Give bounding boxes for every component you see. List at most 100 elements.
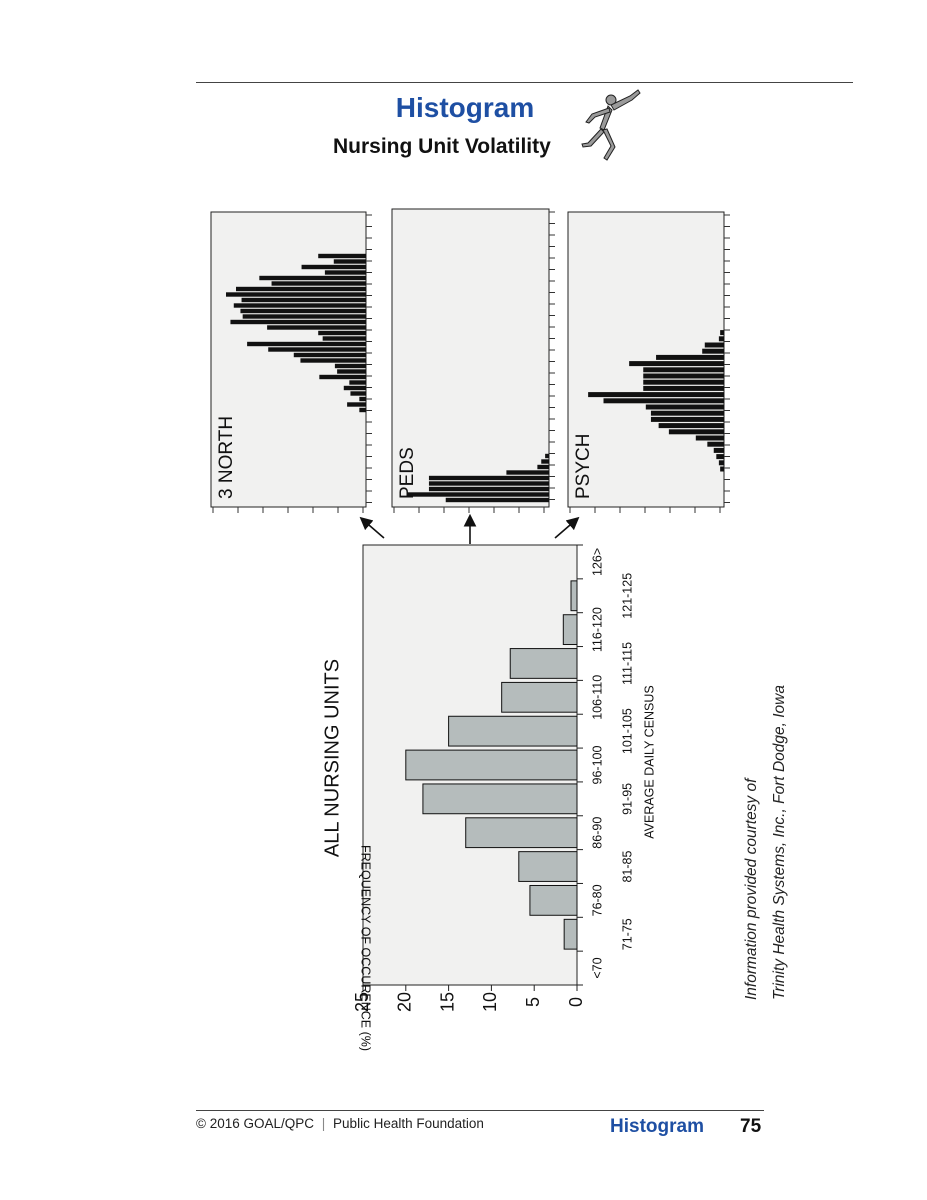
panel-bar <box>359 407 366 413</box>
panel-bar <box>343 385 366 391</box>
panel-bar <box>230 319 366 325</box>
panel-bar <box>322 336 366 341</box>
main-category-label: 76-80 <box>590 884 604 916</box>
panel-bar <box>588 392 724 398</box>
main-bar-86-90 <box>465 817 578 849</box>
panel-bar <box>537 464 549 470</box>
panel-bar <box>318 330 366 336</box>
panel-bar <box>716 454 724 460</box>
main-bar-76-80 <box>529 884 578 916</box>
main-y-tick-label: 25 <box>352 992 372 1012</box>
panel-bar <box>233 303 366 308</box>
main-category-label: 121-125 <box>620 573 634 619</box>
panel-bar <box>318 253 366 259</box>
panel-bar <box>506 470 549 475</box>
main-bar-111-115 <box>509 648 578 679</box>
panel-bar <box>359 396 366 402</box>
panel-bar <box>428 481 549 486</box>
panel-bar <box>702 348 724 354</box>
main-bar-91-95 <box>422 783 578 815</box>
panel-bar <box>668 429 724 435</box>
panel-bar <box>268 347 366 352</box>
page-number: 75 <box>740 1116 762 1137</box>
page-subtitle: Nursing Unit Volatility <box>333 135 551 158</box>
main-bar-81-85 <box>518 851 578 882</box>
main-category-label: 86-90 <box>590 817 604 849</box>
main-category-label: 101-105 <box>620 708 634 754</box>
page-title: Histogram <box>395 92 535 123</box>
panel-bar <box>643 385 724 391</box>
panel-bar <box>293 352 366 358</box>
panel-peds-plot-area <box>391 208 550 508</box>
panel-bar <box>629 361 724 367</box>
panel-arrow <box>554 516 580 539</box>
main-category-label: <70 <box>590 957 604 978</box>
main-y-tick-label: 5 <box>523 997 543 1007</box>
panel-bar <box>241 297 366 303</box>
main-category-label: 96-100 <box>590 745 604 784</box>
panel-title-peds: PEDS <box>397 447 418 499</box>
courtesy-note: Information provided courtesy of Trinity… <box>738 685 794 1000</box>
panel-bar <box>695 435 724 441</box>
panel-bar <box>713 447 724 453</box>
main-bar-121-125 <box>570 580 578 612</box>
main-y-tick-label: 0 <box>566 997 586 1007</box>
panel-bar <box>333 259 366 264</box>
panel-bar <box>300 358 366 363</box>
main-y-tick-label: 15 <box>437 992 457 1012</box>
panel-bar <box>704 342 724 348</box>
panel-bar <box>428 475 549 481</box>
panel-bar <box>247 341 366 347</box>
main-chart-title: ALL NURSING UNITS <box>321 659 343 857</box>
panel-bar <box>643 367 724 373</box>
panel-bar <box>407 492 549 497</box>
panel-bar <box>428 486 549 492</box>
panel-bar <box>350 391 366 396</box>
panel-bar <box>236 286 366 292</box>
panel-bar <box>226 292 366 297</box>
panel-bar <box>720 466 724 472</box>
footer-org: Public Health Foundation <box>333 1116 484 1131</box>
running-figure-icon <box>581 89 641 161</box>
main-category-label: 91-95 <box>620 783 634 815</box>
main-y-tick-label: 10 <box>480 992 500 1012</box>
main-y-tick-label: 20 <box>395 992 415 1012</box>
panel-bar <box>545 453 549 459</box>
main-category-label: 71-75 <box>620 918 634 950</box>
panel-bar <box>650 410 724 416</box>
panel-bar <box>242 314 366 319</box>
panel-title-psych: PSYCH <box>573 434 594 499</box>
footer-rule <box>196 1110 764 1111</box>
header-rule <box>196 82 853 83</box>
panel-bar <box>301 264 366 270</box>
panel-bar <box>656 354 724 360</box>
panel-bar <box>445 497 549 503</box>
panel-bar <box>324 270 366 275</box>
main-category-label: 126> <box>590 548 604 576</box>
panel-bar <box>240 308 366 314</box>
panel-bar <box>349 380 366 385</box>
main-bar-101-105 <box>448 715 578 747</box>
panel-bar <box>259 275 366 281</box>
main-y-axis-title: FREQUENCY OF OCCURENCE (%) <box>359 845 373 1051</box>
panel-bar <box>319 374 366 380</box>
footer-credit: © 2016 GOAL/QPC | Public Health Foundati… <box>196 1116 484 1131</box>
main-x-axis-title: AVERAGE DAILY CENSUS <box>642 685 656 839</box>
panel-bar <box>720 330 724 336</box>
panel-bar <box>650 416 724 422</box>
main-bar-96-100 <box>405 749 578 781</box>
panel-bar <box>643 373 724 379</box>
panel-bar <box>658 423 724 429</box>
panel-bar <box>645 404 724 410</box>
panel-bar <box>541 459 549 464</box>
footer-separator: | <box>321 1116 326 1131</box>
panel-bar <box>347 402 366 407</box>
panel-bar <box>334 363 366 369</box>
courtesy-line-2: Trinity Health Systems, Inc., Fort Dodge… <box>771 685 788 1000</box>
main-category-label: 116-120 <box>590 607 604 652</box>
main-bar-71-75 <box>563 918 578 950</box>
main-bar-106-110 <box>501 681 578 713</box>
panel-bar <box>337 369 366 374</box>
panel-arrow <box>359 516 385 539</box>
